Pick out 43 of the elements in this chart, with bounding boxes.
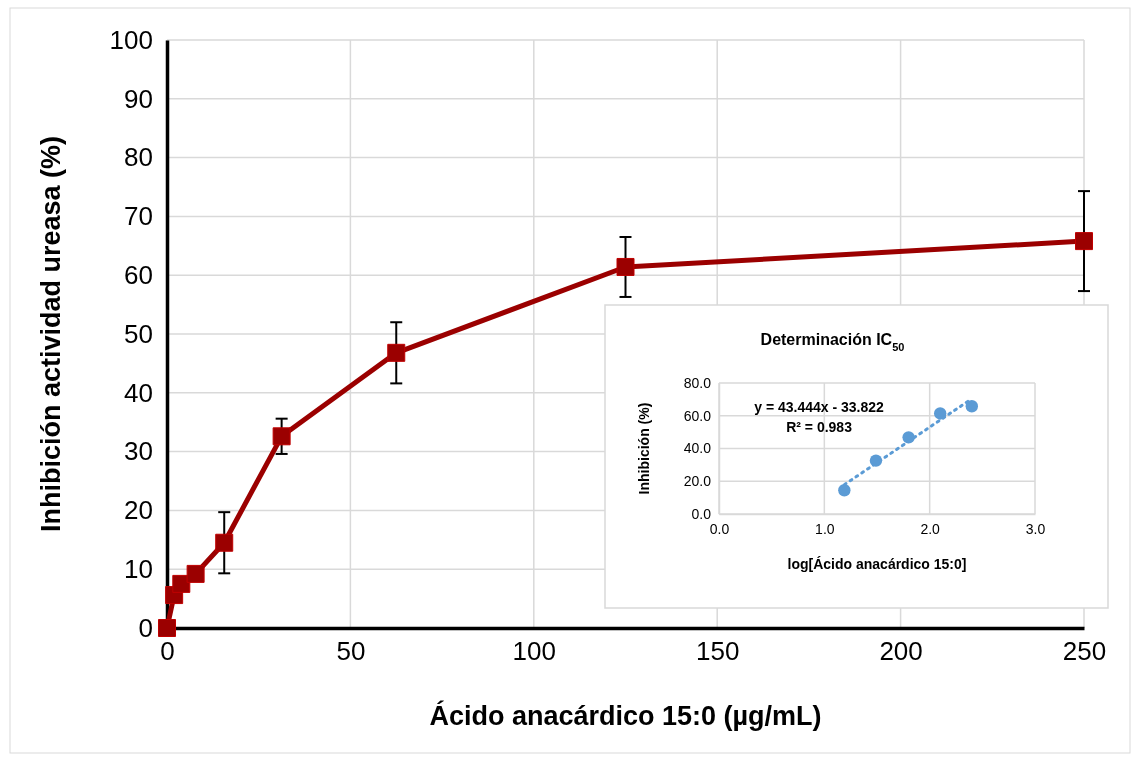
y-tick-label: 50: [124, 318, 153, 349]
x-tick-label: 0: [160, 636, 175, 667]
y-tick-label: 20.0: [683, 473, 712, 490]
x-tick-label: 50: [336, 636, 366, 667]
y-tick-label: 20: [124, 495, 153, 526]
y-axis-title: Inhibición (%): [636, 402, 652, 495]
point: [616, 257, 635, 276]
y-tick-label: 40.0: [683, 440, 712, 457]
x-tick-label: 1.0: [815, 520, 835, 537]
y-tick-label: 30: [124, 436, 153, 467]
y-axis-title: Inhibición actividad ureasa (%): [36, 135, 66, 533]
y-tick-label: 70: [124, 201, 153, 232]
annotation: R² = 0.983: [786, 419, 853, 435]
x-tick-label: 2.0: [920, 520, 941, 537]
point: [158, 619, 176, 637]
x-tick-label: 3.0: [1025, 520, 1046, 537]
point: [387, 343, 406, 362]
x-axis-title: log[Ácido anacárdico 15:0]: [787, 556, 967, 572]
x-tick-label: 100: [512, 636, 556, 667]
point: [965, 400, 979, 413]
x-tick-label: 200: [879, 636, 923, 667]
x-tick-label: 250: [1062, 636, 1107, 667]
y-tick-label: 60: [124, 260, 153, 291]
x-tick-label: 0.0: [709, 520, 730, 537]
y-tick-label: 60.0: [683, 407, 712, 424]
y-tick-label: 0: [138, 612, 153, 643]
y-tick-label: 100: [109, 24, 153, 55]
y-tick-label: 0.0: [691, 505, 712, 522]
point: [186, 564, 205, 583]
annotation: y = 43.444x - 33.822: [754, 399, 885, 415]
point: [272, 427, 291, 446]
y-tick-label: 90: [124, 83, 153, 114]
point: [933, 407, 947, 420]
point: [838, 484, 851, 497]
x-tick-label: 150: [696, 636, 740, 667]
y-tick-label: 10: [124, 554, 153, 585]
x-axis-title: Ácido anacárdico 15:0 (µg/mL): [429, 700, 822, 731]
point: [1075, 232, 1093, 251]
y-tick-label: 40: [124, 377, 153, 408]
chart-title: Determinación IC$_{50}$: [760, 331, 905, 353]
point: [215, 533, 234, 552]
y-tick-label: 80: [124, 142, 153, 173]
y-tick-label: 80.0: [683, 374, 712, 391]
